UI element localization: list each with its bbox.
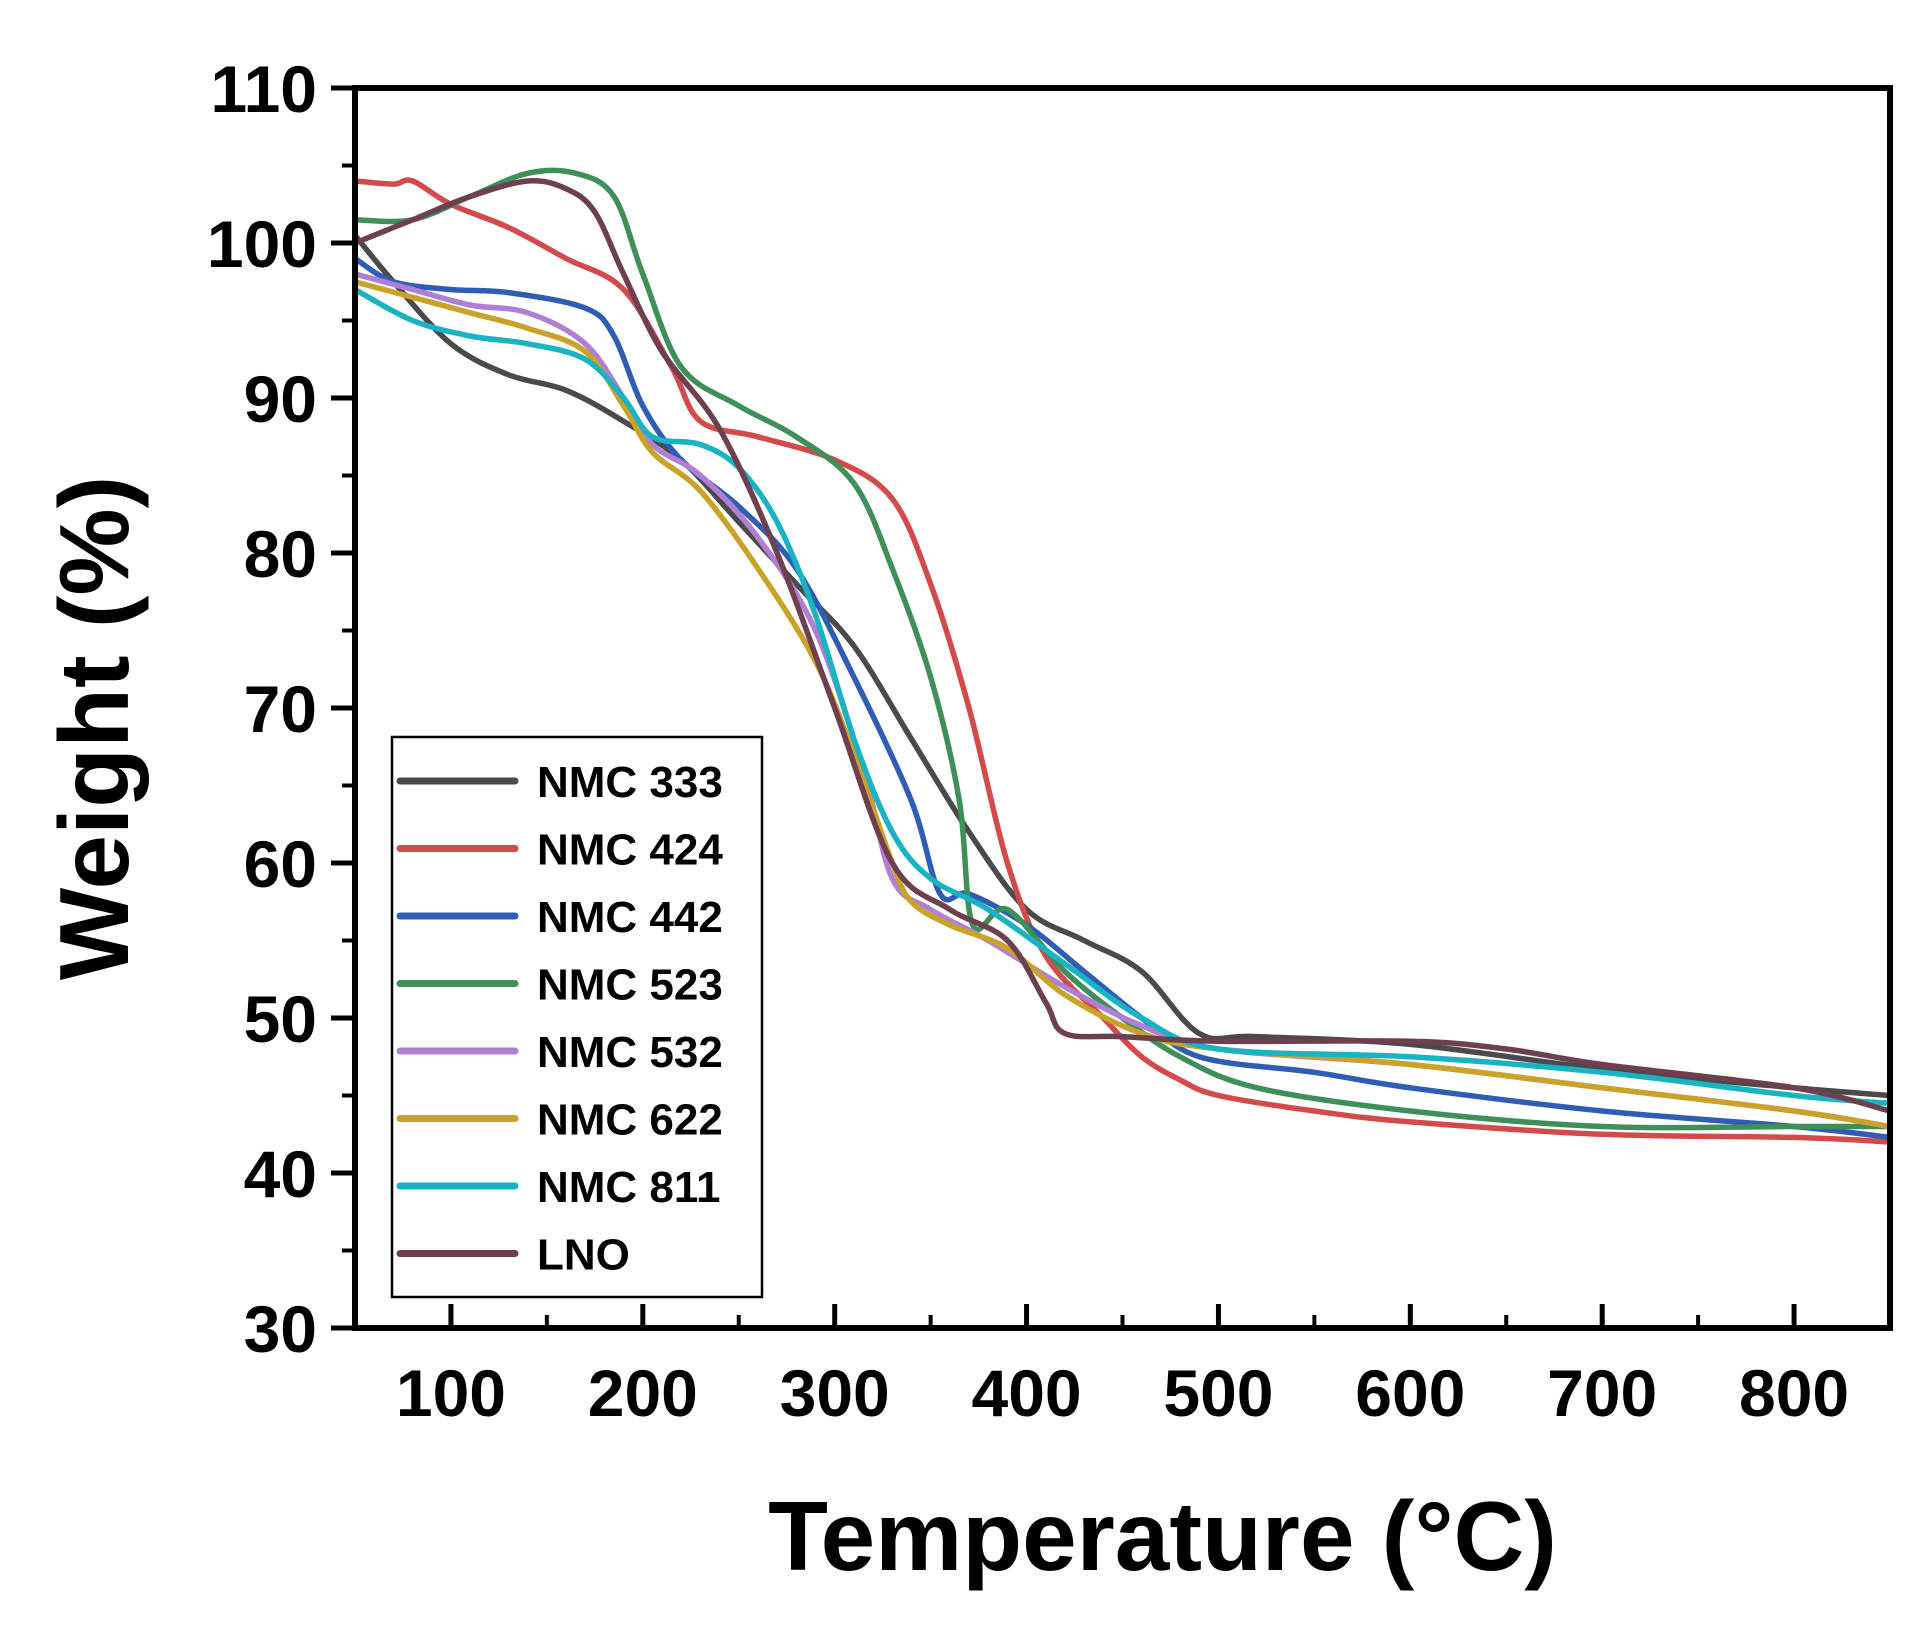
- x-tick-label: 800: [1739, 1356, 1849, 1430]
- x-tick-label: 600: [1355, 1356, 1465, 1430]
- x-tick-label: 500: [1163, 1356, 1273, 1430]
- legend-label-lno: LNO: [537, 1231, 630, 1280]
- y-tick-label: 110: [211, 52, 317, 126]
- x-tick-label: 200: [588, 1356, 698, 1430]
- y-axis-title: Weight (%): [39, 476, 149, 980]
- y-tick-label: 100: [207, 207, 317, 281]
- legend-label-nmc-424: NMC 424: [537, 826, 723, 875]
- y-tick-label: 30: [244, 1292, 317, 1366]
- legend-label-nmc-442: NMC 442: [537, 893, 723, 942]
- y-tick-label: 40: [244, 1137, 317, 1211]
- x-tick-label: 100: [396, 1356, 506, 1430]
- legend: NMC 333 NMC 424 NMC 442 NMC 523 NMC 532 NMC 6…: [390, 735, 764, 1299]
- x-axis-title: Temperature (°C): [768, 1481, 1557, 1591]
- series-line-nmc-811: [352, 286, 1893, 1107]
- series-layer: [352, 167, 1893, 1145]
- y-tick-label: 90: [244, 362, 317, 436]
- legend-label-nmc-333: NMC 333: [537, 758, 723, 807]
- legend-label-nmc-523: NMC 523: [537, 961, 723, 1010]
- x-tick-label: 400: [972, 1356, 1082, 1430]
- series-line-lno: [352, 178, 1893, 1114]
- legend-label-nmc-532: NMC 532: [537, 1028, 723, 1077]
- x-tick-label: 700: [1547, 1356, 1657, 1430]
- y-tick-label: 80: [244, 517, 317, 591]
- tick-layer: 100 200 300 400 500 600 700 800 30 40 50 60 70 80 90 10…: [207, 52, 1849, 1430]
- series-line-nmc-442: [352, 255, 1893, 1141]
- y-tick-label: 60: [244, 827, 317, 901]
- legend-box: [390, 735, 764, 1299]
- series-line-nmc-333: [352, 232, 1893, 1099]
- series-line-nmc-523: [352, 167, 1893, 1131]
- series-line-nmc-424: [352, 177, 1893, 1145]
- y-tick-label: 50: [244, 982, 317, 1056]
- legend-label-nmc-622: NMC 622: [537, 1096, 723, 1145]
- legend-label-nmc-811: NMC 811: [537, 1163, 720, 1212]
- x-tick-label: 300: [780, 1356, 890, 1430]
- y-tick-label: 70: [244, 672, 317, 746]
